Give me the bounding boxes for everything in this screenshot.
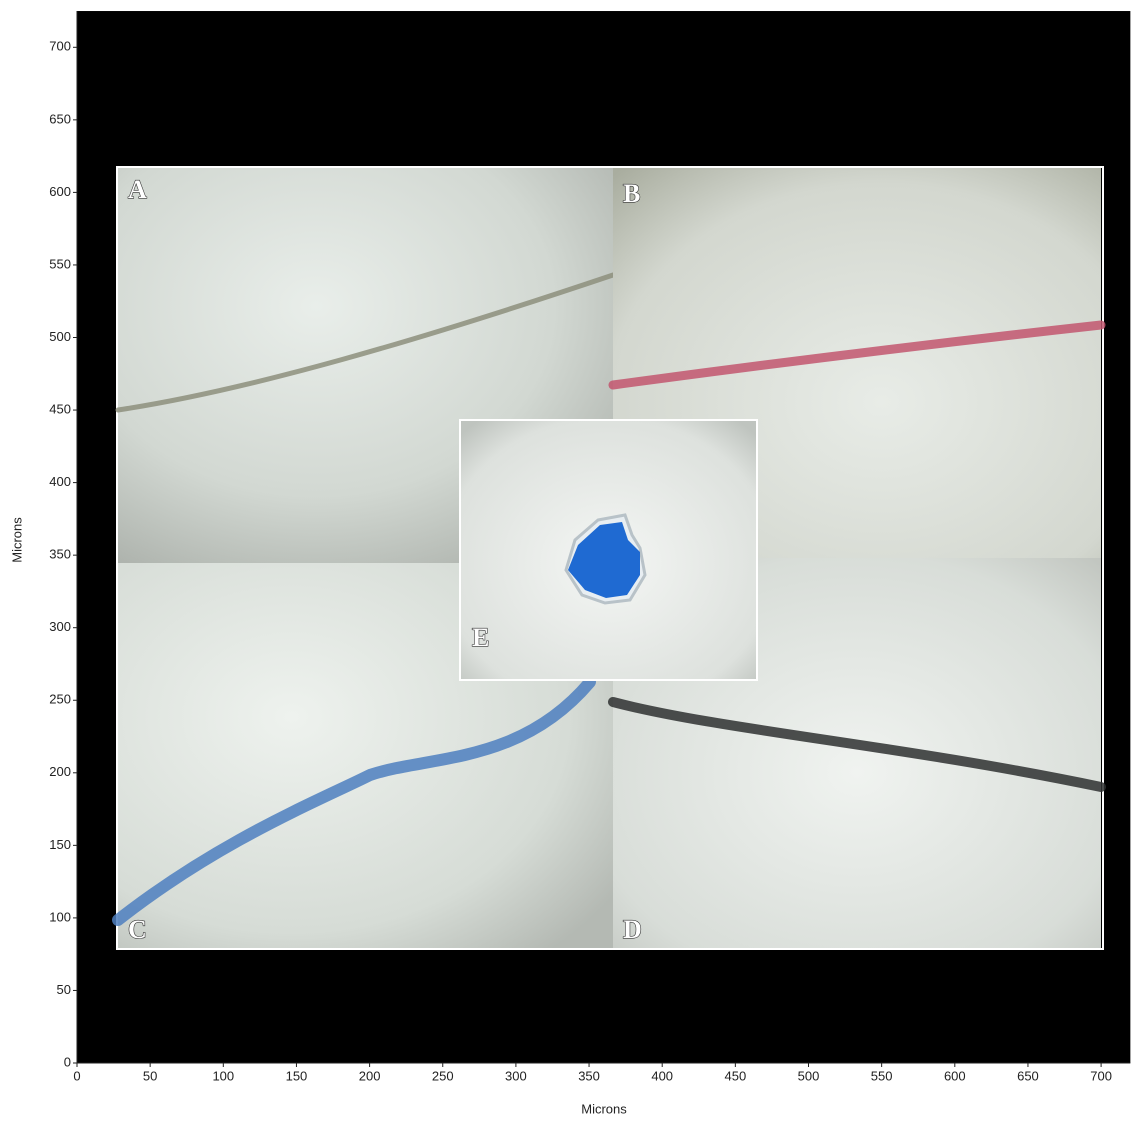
- x-tick-label: 0: [73, 1068, 80, 1083]
- x-tick-label: 350: [578, 1068, 600, 1083]
- panel-label: A: [128, 175, 147, 204]
- y-tick-label: 350: [49, 547, 71, 562]
- y-tick-label: 500: [49, 329, 71, 344]
- y-tick-label: 100: [49, 909, 71, 924]
- y-axis-label: Microns: [9, 517, 24, 563]
- y-tick-label: 200: [49, 764, 71, 779]
- y-tick-label: 150: [49, 837, 71, 852]
- y-tick-label: 50: [57, 982, 71, 997]
- x-tick-label: 150: [286, 1068, 308, 1083]
- y-tick-label: 300: [49, 619, 71, 634]
- x-tick-label: 650: [1017, 1068, 1039, 1083]
- y-tick-label: 450: [49, 401, 71, 416]
- panel-label: E: [472, 623, 489, 652]
- y-tick-label: 400: [49, 474, 71, 489]
- x-tick-label: 700: [1090, 1068, 1112, 1083]
- x-tick-label: 450: [724, 1068, 746, 1083]
- y-tick-label: 650: [49, 111, 71, 126]
- figure: A B C D E Microns Microns 0 50 100 150 200 250 300…: [0, 0, 1132, 1119]
- x-tick-label: 100: [212, 1068, 234, 1083]
- x-tick-label: 400: [651, 1068, 673, 1083]
- panel-label: C: [128, 915, 147, 944]
- x-tick-label: 250: [432, 1068, 454, 1083]
- plot-area: A B C D E: [77, 11, 1130, 1063]
- x-tick-label: 300: [505, 1068, 527, 1083]
- panel-label: D: [623, 915, 642, 944]
- y-tick-label: 700: [49, 39, 71, 54]
- x-tick-label: 200: [359, 1068, 381, 1083]
- x-tick-label: 600: [944, 1068, 966, 1083]
- y-tick-label: 600: [49, 184, 71, 199]
- y-tick-label: 550: [49, 256, 71, 271]
- y-tick-label: 250: [49, 692, 71, 707]
- y-tick-label: 0: [64, 1054, 71, 1069]
- panel-label: B: [623, 179, 640, 208]
- micrograph-mosaic: A B C D E: [117, 167, 1103, 949]
- x-tick-label: 50: [143, 1068, 157, 1083]
- page: {"chart_data": {"type": "image", "x_labe…: [0, 0, 1132, 1119]
- x-axis-label: Microns: [581, 1101, 627, 1116]
- x-tick-label: 500: [798, 1068, 820, 1083]
- x-tick-label: 550: [871, 1068, 893, 1083]
